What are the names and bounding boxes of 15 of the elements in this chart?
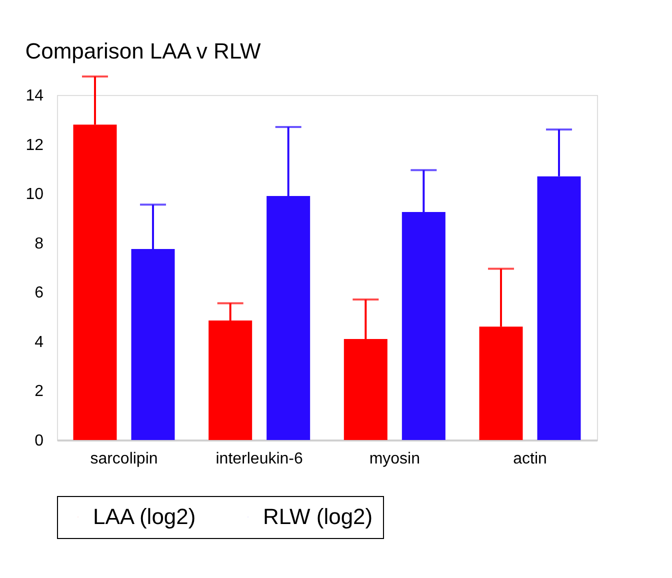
x-tick-label: actin — [513, 450, 547, 468]
y-tick-label: 10 — [26, 186, 44, 204]
x-tick-label: myosin — [369, 450, 420, 468]
y-tick-label: 2 — [34, 383, 44, 400]
legend-label: LAA (log2) — [93, 504, 196, 529]
x-tick-label: interleukin-6 — [216, 450, 304, 468]
legend-label: RLW (log2) — [263, 504, 373, 529]
y-tick-label: 8 — [34, 235, 44, 252]
chart-title: Comparison LAA v RLW — [25, 38, 262, 64]
y-tick-label: 6 — [34, 284, 44, 302]
y-tick-label: 14 — [26, 88, 44, 104]
y-tick-label: 12 — [26, 136, 44, 154]
x-tick-label: sarcolipin — [90, 450, 158, 468]
y-tick-label: 0 — [34, 432, 44, 450]
y-tick-label: 4 — [34, 334, 44, 351]
